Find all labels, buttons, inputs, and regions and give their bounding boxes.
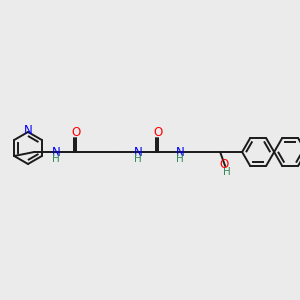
Text: N: N: [134, 146, 142, 158]
Text: N: N: [24, 124, 32, 137]
Text: H: H: [223, 167, 231, 177]
Text: H: H: [134, 154, 142, 164]
Text: N: N: [176, 146, 184, 158]
Text: O: O: [154, 127, 163, 140]
Text: O: O: [71, 127, 81, 140]
Text: H: H: [52, 154, 60, 164]
Text: H: H: [176, 154, 184, 164]
Text: O: O: [220, 158, 229, 172]
Text: N: N: [52, 146, 61, 158]
